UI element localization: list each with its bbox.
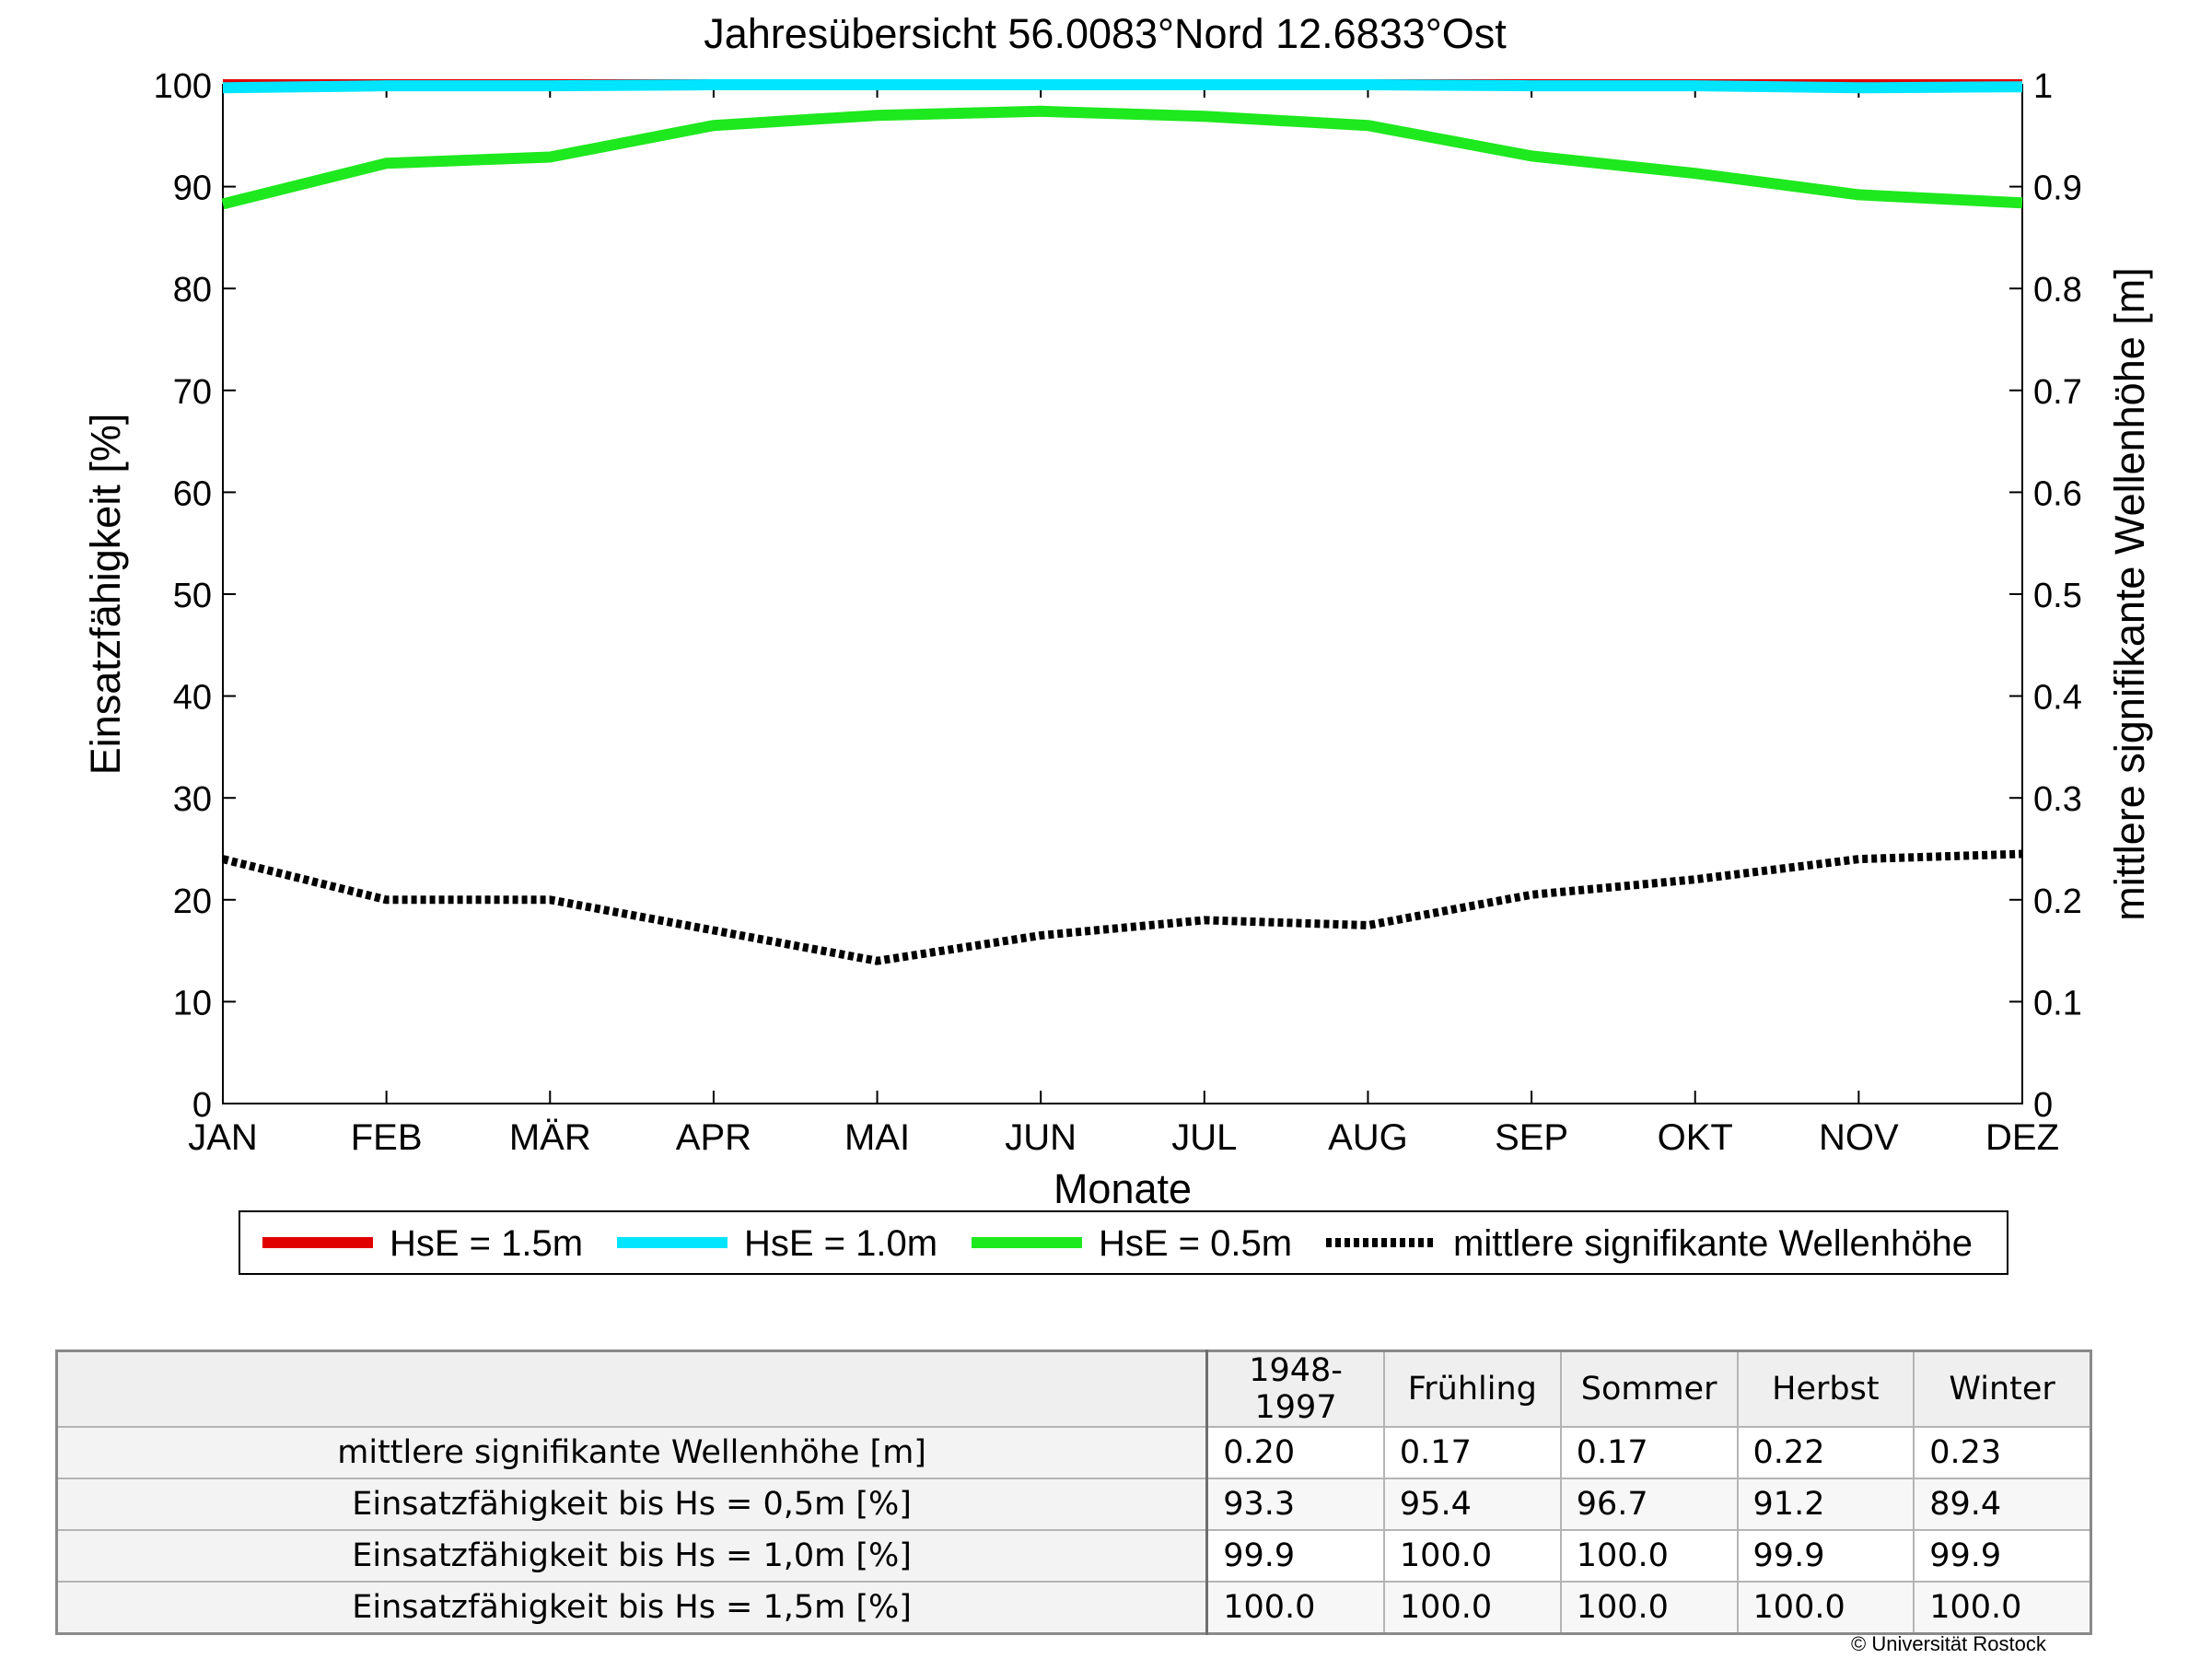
table-cell: 100.0: [1559, 1529, 1739, 1583]
x-tick-label: APR: [676, 1117, 751, 1158]
table-cell: 100.0: [1382, 1529, 1562, 1583]
y-tick-label-left: 30: [173, 780, 212, 819]
legend-label: mittlere signifikante Wellenhöhe: [1453, 1223, 1973, 1264]
legend-label: HsE = 0.5m: [1099, 1223, 1292, 1264]
table-cell: 100.0: [1205, 1581, 1385, 1635]
table-cell: 0.23: [1913, 1426, 2092, 1479]
table-header: Winter: [1913, 1349, 2092, 1428]
legend: HsE = 1.5m HsE = 1.0m HsE = 0.5m mittlere s…: [262, 1223, 1973, 1264]
y-tick-label-right: 0.4: [2033, 679, 2082, 718]
copyright-notice: © Universität Rostock: [1851, 1632, 2046, 1655]
y-tick-label-left: 40: [173, 679, 212, 718]
table-row-label: Einsatzfähigkeit bis Hs = 1,5m [%]: [55, 1581, 1209, 1635]
y-tick-label-right: 0.5: [2033, 577, 2082, 615]
y-tick-label-left: 90: [173, 169, 212, 208]
x-tick-label: NOV: [1819, 1117, 1899, 1158]
y-tick-label-right: 0.8: [2033, 271, 2082, 310]
table-header: Frühling: [1382, 1349, 1562, 1428]
y-tick-label-right: 0: [2033, 1086, 2053, 1125]
series-line: [221, 105, 2023, 210]
table-cell: 0.17: [1382, 1426, 1562, 1479]
table-cell: 0.17: [1559, 1426, 1739, 1479]
data-series: [221, 79, 2023, 965]
y-tick-label-right: 0.3: [2033, 780, 2082, 819]
table-row: Einsatzfähigkeit bis Hs = 1,0m [%] 99.9 …: [55, 1529, 2092, 1583]
y-tick-label-right: 0.6: [2033, 474, 2082, 513]
table-cell: 99.9: [1736, 1529, 1915, 1583]
summary-table: 1948-1997 Frühling Sommer Herbst Winter …: [55, 1349, 2092, 1635]
table-cell: 100.0: [1913, 1581, 2092, 1635]
axis-ticks: 0 10 20 30 40 50 60 70 80 90 100 0 0.1 0.2 0.3 0.4 0.5 0.…: [154, 67, 2082, 1158]
x-tick-label: JUL: [1171, 1117, 1237, 1158]
x-tick-label: JAN: [188, 1117, 258, 1158]
x-tick-label: JUN: [1005, 1117, 1077, 1158]
x-tick-label: DEZ: [1985, 1117, 2059, 1158]
y-tick-label-left: 20: [173, 882, 212, 921]
table-row: Einsatzfähigkeit bis Hs = 1,5m [%] 100.0…: [55, 1581, 2092, 1635]
x-tick-label: AUG: [1328, 1117, 1408, 1158]
table-cell: 99.9: [1913, 1529, 2092, 1583]
y-tick-label-right: 0.1: [2033, 984, 2082, 1022]
chart-title: Jahresübersicht 56.0083°Nord 12.6833°Ost: [704, 10, 1507, 57]
chart: Jahresübersicht 56.0083°Nord 12.6833°Ost…: [82, 10, 2153, 1275]
table-cell: 100.0: [1559, 1581, 1739, 1635]
table-cell: 95.4: [1382, 1478, 1562, 1531]
x-tick-label: MAI: [844, 1117, 910, 1158]
y-tick-label-right: 1: [2033, 67, 2053, 106]
legend-label: HsE = 1.5m: [390, 1223, 583, 1264]
plot-area: [222, 84, 2023, 1104]
table-cell: 96.7: [1559, 1478, 1739, 1531]
y-tick-label-right: 0.9: [2033, 169, 2082, 208]
table-cell: 0.20: [1205, 1426, 1385, 1479]
y-tick-label-left: 70: [173, 373, 212, 412]
table-row-label: Einsatzfähigkeit bis Hs = 0,5m [%]: [55, 1478, 1209, 1531]
table-cell: 91.2: [1736, 1478, 1915, 1531]
table-row-label: mittlere signifikante Wellenhöhe [m]: [55, 1426, 1209, 1479]
table-row: Einsatzfähigkeit bis Hs = 0,5m [%] 93.3 …: [55, 1478, 2092, 1531]
table-cell: 100.0: [1736, 1581, 1915, 1635]
y-axis-label-right: mittlere signifikante Wellenhöhe [m]: [2106, 267, 2153, 921]
legend-label: HsE = 1.0m: [744, 1223, 937, 1264]
y-tick-label-left: 100: [154, 67, 212, 106]
y-tick-label-right: 0.7: [2033, 373, 2082, 412]
table-cell: 0.22: [1736, 1426, 1915, 1479]
x-axis-label: Monate: [1054, 1165, 1192, 1212]
series-line: [222, 79, 2023, 94]
table-row-label: Einsatzfähigkeit bis Hs = 1,0m [%]: [55, 1529, 1209, 1583]
table-header: 1948-1997: [1205, 1349, 1385, 1428]
table-cell: 93.3: [1205, 1478, 1385, 1531]
y-tick-label-left: 50: [173, 577, 212, 615]
table-header: Herbst: [1736, 1349, 1915, 1428]
table-header: Sommer: [1559, 1349, 1739, 1428]
y-axis-label-left: Einsatzfähigkeit [%]: [82, 414, 129, 776]
table-corner-cell: [55, 1349, 1209, 1428]
y-tick-label-right: 0.2: [2033, 882, 2082, 921]
y-tick-label-left: 80: [173, 271, 212, 310]
table-header-row: 1948-1997 Frühling Sommer Herbst Winter: [55, 1349, 2092, 1428]
legend-box: [239, 1210, 2008, 1275]
x-tick-label: FEB: [351, 1117, 423, 1158]
y-tick-label-left: 60: [173, 474, 212, 513]
table-row: mittlere signifikante Wellenhöhe [m] 0.2…: [55, 1426, 2092, 1479]
x-tick-label: SEP: [1495, 1117, 1568, 1158]
table-cell: 89.4: [1913, 1478, 2092, 1531]
x-tick-label: MÄR: [509, 1117, 591, 1158]
y-tick-label-left: 0: [192, 1086, 212, 1125]
table-cell: 100.0: [1382, 1581, 1562, 1635]
y-tick-label-left: 10: [173, 984, 212, 1022]
x-tick-label: OKT: [1658, 1117, 1733, 1158]
series-line: [221, 849, 2023, 965]
table-cell: 99.9: [1205, 1529, 1385, 1583]
